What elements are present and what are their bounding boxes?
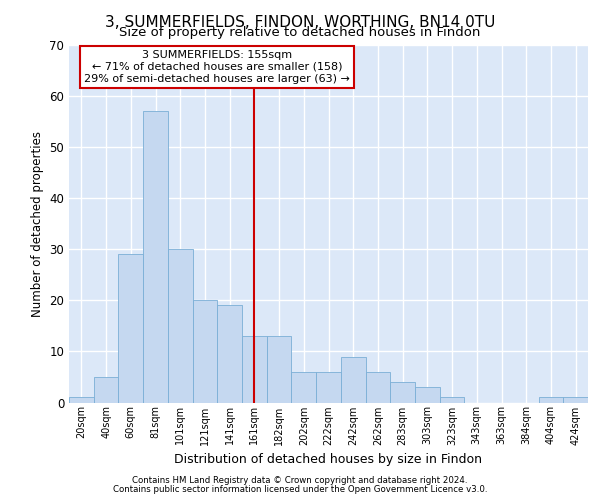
Bar [193, 300, 217, 402]
Bar [143, 112, 168, 403]
Text: 3, SUMMERFIELDS, FINDON, WORTHING, BN14 0TU: 3, SUMMERFIELDS, FINDON, WORTHING, BN14 … [105, 15, 495, 30]
Bar [316, 372, 341, 402]
Bar [168, 250, 193, 402]
Bar [118, 254, 143, 402]
Bar [539, 398, 563, 402]
Bar [267, 336, 292, 402]
Bar [341, 356, 365, 403]
Text: Contains public sector information licensed under the Open Government Licence v3: Contains public sector information licen… [113, 485, 487, 494]
Bar [69, 398, 94, 402]
Bar [563, 398, 588, 402]
Text: Size of property relative to detached houses in Findon: Size of property relative to detached ho… [119, 26, 481, 39]
X-axis label: Distribution of detached houses by size in Findon: Distribution of detached houses by size … [175, 453, 482, 466]
Bar [390, 382, 415, 402]
Text: 3 SUMMERFIELDS: 155sqm
← 71% of detached houses are smaller (158)
29% of semi-de: 3 SUMMERFIELDS: 155sqm ← 71% of detached… [84, 50, 350, 84]
Bar [415, 387, 440, 402]
Bar [292, 372, 316, 402]
Bar [365, 372, 390, 402]
Text: Contains HM Land Registry data © Crown copyright and database right 2024.: Contains HM Land Registry data © Crown c… [132, 476, 468, 485]
Bar [440, 398, 464, 402]
Bar [217, 306, 242, 402]
Bar [94, 377, 118, 402]
Bar [242, 336, 267, 402]
Y-axis label: Number of detached properties: Number of detached properties [31, 130, 44, 317]
